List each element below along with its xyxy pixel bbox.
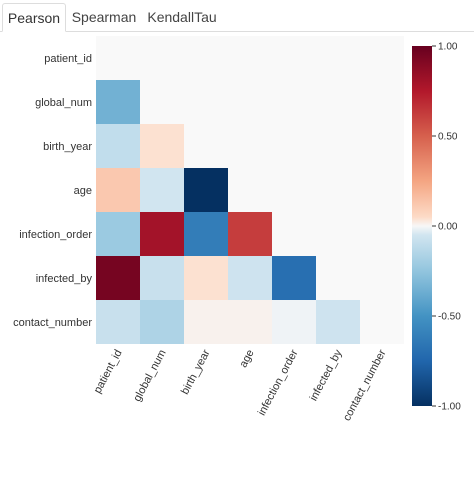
heatmap-cell-infected_by-patient_id	[96, 256, 140, 300]
heatmap-cell-infection_order-patient_id	[96, 212, 140, 256]
x-tick-label-infection_order: infection_order	[256, 347, 301, 417]
heatmap-cell-infected_by-age	[228, 256, 272, 300]
colorbar-gradient	[412, 46, 432, 406]
y-tick-label-age: age	[74, 185, 92, 197]
tab-kendalltau[interactable]: KendallTau	[147, 9, 217, 25]
correlation-tabs: Pearson Spearman KendallTau	[0, 0, 474, 32]
y-tick-label-infected_by: infected_by	[36, 273, 93, 285]
heatmap-cell-infection_order-birth_year	[184, 212, 228, 256]
x-axis-labels: patient_id global_num birth_year age infecti…	[92, 347, 389, 423]
heatmap-cell-contact_number-global_num	[140, 300, 184, 344]
heatmap-plot-area	[96, 36, 404, 344]
x-tick-label-global_num: global_num	[131, 348, 168, 404]
y-tick-label-contact_number: contact_number	[13, 317, 92, 329]
heatmap-cell-birth_year-global_num	[140, 124, 184, 168]
heatmap-cell-contact_number-birth_year	[184, 300, 228, 344]
colorbar-tick-label: -1.00	[438, 402, 461, 413]
heatmap-cell-infection_order-age	[228, 212, 272, 256]
colorbar-tick-label: 0.50	[438, 132, 458, 143]
x-tick-label-infected_by: infected_by	[308, 347, 345, 403]
y-tick-label-infection_order: infection_order	[19, 229, 92, 241]
correlation-heatmap: patient_idglobal_numbirth_yearageinfecti…	[13, 36, 461, 423]
heatmap-cell-infection_order-global_num	[140, 212, 184, 256]
heatmap-cell-infected_by-infection_order	[272, 256, 316, 300]
y-tick-label-birth_year: birth_year	[43, 141, 92, 153]
y-tick-label-global_num: global_num	[35, 97, 92, 109]
colorbar-tick-label: 0.00	[438, 222, 458, 233]
x-tick-label-contact_number: contact_number	[341, 347, 389, 423]
tab-pearson[interactable]: Pearson	[2, 3, 66, 32]
y-tick-label-patient_id: patient_id	[44, 53, 92, 65]
colorbar: 1.00 0.50 0.00 -0.50 -1.00	[412, 42, 461, 413]
colorbar-tick-label: 1.00	[438, 42, 458, 53]
colorbar-tick-label: -0.50	[438, 312, 461, 323]
tab-spearman[interactable]: Spearman	[71, 9, 137, 25]
x-tick-label-patient_id: patient_id	[92, 348, 125, 396]
heatmap-cell-infected_by-birth_year	[184, 256, 228, 300]
heatmap-cell-contact_number-patient_id	[96, 300, 140, 344]
heatmap-cell-age-global_num	[140, 168, 184, 212]
heatmap-cell-contact_number-infection_order	[272, 300, 316, 344]
heatmap-cell-age-patient_id	[96, 168, 140, 212]
x-tick-label-birth_year: birth_year	[179, 347, 213, 396]
heatmap-cell-infected_by-global_num	[140, 256, 184, 300]
heatmap-cell-birth_year-patient_id	[96, 124, 140, 168]
heatmap-cell-contact_number-age	[228, 300, 272, 344]
heatmap-cell-age-birth_year	[184, 168, 228, 212]
heatmap-cell-contact_number-infected_by	[316, 300, 360, 344]
heatmap-cell-global_num-patient_id	[96, 80, 140, 124]
x-tick-label-age: age	[237, 348, 256, 370]
